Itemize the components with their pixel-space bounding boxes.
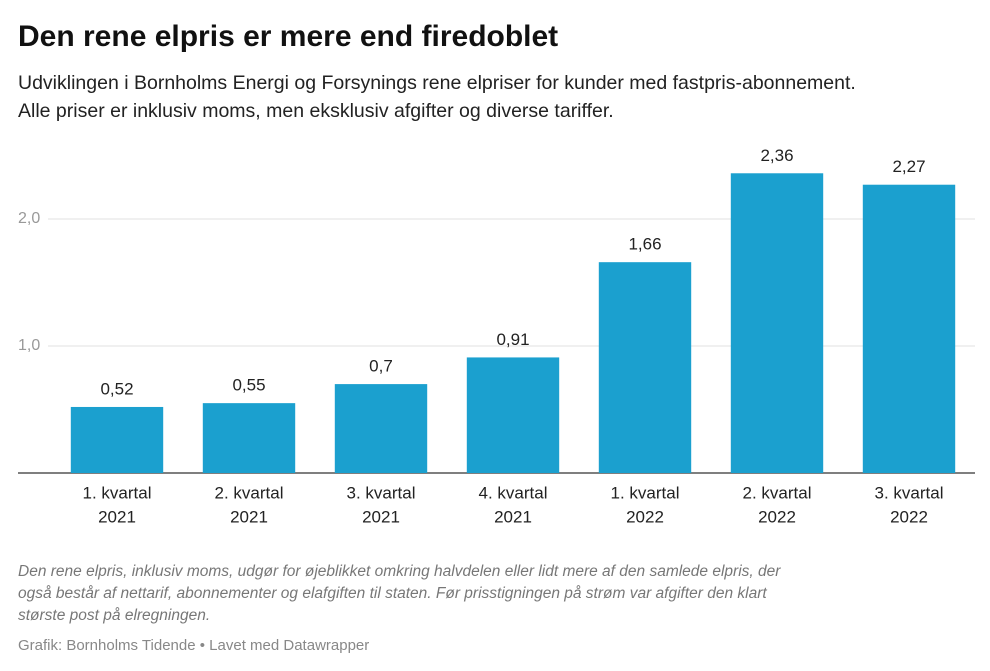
value-label: 2,36	[760, 146, 793, 165]
subtitle: Udviklingen i Bornholms Energi og Forsyn…	[18, 72, 856, 94]
x-tick-label: 3. kvartal	[875, 483, 944, 502]
credit: Grafik: Bornholms Tidende • Lavet med Da…	[18, 637, 369, 654]
bar	[466, 357, 560, 473]
value-label: 0,91	[496, 330, 529, 349]
x-tick-label: 2. kvartal	[215, 483, 284, 502]
x-tick-label: 2022	[890, 507, 928, 526]
x-tick-label: 2. kvartal	[743, 483, 812, 502]
value-label: 1,66	[628, 235, 661, 254]
y-tick-label: 1,0	[18, 337, 40, 354]
x-tick-label: 4. kvartal	[479, 483, 548, 502]
bar	[70, 406, 164, 473]
x-tick-label: 2022	[626, 507, 664, 526]
x-tick-label: 2021	[230, 507, 268, 526]
subtitle: Alle priser er inklusiv moms, men eksklu…	[18, 100, 614, 122]
note: også består af nettarif, abonnementer og…	[18, 585, 767, 602]
value-label: 0,7	[369, 357, 393, 376]
x-tick-label: 1. kvartal	[611, 483, 680, 502]
bar	[334, 384, 428, 473]
x-tick-label: 3. kvartal	[347, 483, 416, 502]
x-tick-label: 1. kvartal	[83, 483, 152, 502]
value-label: 2,27	[892, 157, 925, 176]
chart-title: Den rene elpris er mere end firedoblet	[18, 20, 558, 53]
value-label: 0,55	[232, 376, 265, 395]
note: Den rene elpris, inklusiv moms, udgør fo…	[18, 563, 781, 580]
note: største post på elregningen.	[18, 607, 210, 624]
x-tick-label: 2021	[362, 507, 400, 526]
x-tick-label: 2021	[494, 507, 532, 526]
bar	[598, 262, 692, 473]
x-tick-label: 2022	[758, 507, 796, 526]
bar	[862, 184, 956, 473]
value-label: 0,52	[100, 379, 133, 398]
bar	[202, 403, 296, 473]
y-tick-label: 2,0	[18, 210, 40, 227]
x-tick-label: 2021	[98, 507, 136, 526]
bar	[730, 173, 824, 473]
